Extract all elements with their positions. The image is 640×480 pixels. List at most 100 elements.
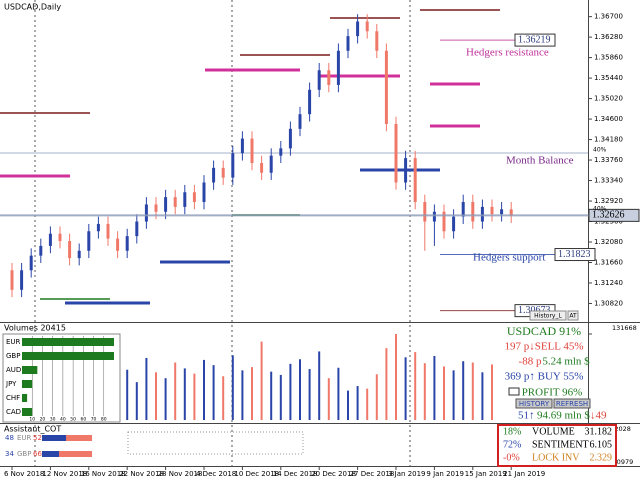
x-tick-label: 20 Dec 2018 [311, 470, 356, 478]
y-tick-label: 1.35440 [594, 74, 623, 82]
candle-body [154, 204, 158, 212]
history-button-label[interactable]: History_L [534, 313, 562, 320]
currency-label: JPY [5, 380, 17, 388]
volume-bar [423, 363, 426, 420]
candle-body [240, 138, 244, 154]
y-tick-label: 1.31240 [594, 279, 623, 287]
y-tick-label: 1.31660 [594, 258, 623, 266]
candle-body [250, 138, 254, 163]
volume-bar [395, 334, 397, 420]
volume-bar [193, 373, 196, 420]
candle-body [346, 36, 350, 51]
volume-bar [155, 372, 157, 420]
candle-body [365, 21, 369, 32]
level-box [588, 208, 640, 222]
stat-name: SENTIMENT [532, 439, 589, 450]
cot-long: 34 [5, 450, 14, 458]
history-button[interactable] [529, 310, 567, 321]
candle-body [144, 204, 148, 222]
y-tick-label: 1.32920 [594, 197, 623, 205]
x-tick-label: 22 Nov 2018 [119, 470, 164, 478]
strength-bar [22, 366, 38, 374]
cot-histogram-frame [127, 431, 304, 455]
refresh-button[interactable] [553, 398, 591, 409]
candle-body [202, 182, 206, 202]
level-name: Hedgers support [473, 252, 545, 264]
refresh-button-label[interactable]: REFRESH [556, 400, 588, 408]
monitor-icon [508, 387, 520, 396]
volume-bar [347, 390, 349, 420]
candle-body [336, 50, 340, 85]
candle-body [308, 89, 312, 115]
stat-value: 31.182 [585, 426, 613, 437]
at-button-label[interactable]: AT [569, 313, 577, 320]
x-tick-label: 30 [50, 417, 56, 423]
candle-body [77, 250, 81, 259]
level-label: 1.36219 [518, 34, 551, 45]
candle-body [509, 209, 513, 216]
sell-info: 197 p↓SELL 45% [504, 341, 583, 353]
candle-body [461, 202, 465, 217]
cot-axis-label: -14.0979 [604, 458, 633, 466]
y-tick-label: 1.33340 [594, 177, 623, 185]
candle-body [96, 223, 100, 232]
summary-volume: 94.69 mln $ [537, 410, 590, 422]
volume-bar [126, 369, 129, 420]
stat-percent: -0% [503, 452, 520, 463]
chart-title: USDCAD,Daily [4, 3, 61, 12]
volume-bar [433, 355, 436, 420]
candle-body [269, 155, 273, 173]
y-tick-label: 1.32080 [594, 238, 623, 246]
strength-bar [22, 408, 33, 416]
strength-bar [22, 380, 33, 388]
volume-bar [183, 368, 186, 420]
cot-name: EUR [17, 434, 32, 442]
volume-bar [337, 367, 340, 420]
x-tick-label: 20 [40, 417, 46, 423]
candle-body [183, 192, 187, 207]
x-tick-label: 50 [70, 417, 76, 423]
candle-body [423, 202, 427, 222]
loss-info: -88 p [519, 356, 542, 368]
volume-bar [481, 372, 484, 420]
candle-body [384, 50, 388, 124]
volume-bar [279, 374, 282, 420]
cot-short: 52 [33, 434, 42, 442]
candle-body [432, 211, 436, 222]
candle-body [394, 123, 398, 183]
y-tick-label: 1.34180 [594, 136, 623, 144]
stat-name: LOCK INV [532, 452, 580, 463]
x-tick-label: 10 Dec 2018 [234, 470, 279, 478]
summary-up: 51↑ [518, 410, 535, 422]
currency-label: CAD [6, 408, 21, 416]
volume-bar [385, 348, 388, 420]
level-box [514, 33, 556, 47]
x-tick-label: 12 Nov 2018 [42, 470, 87, 478]
annotation: 40% [593, 147, 607, 154]
volume-bar [491, 364, 493, 420]
volume-bar [145, 357, 148, 420]
symbol-strength: USDCAD 91% [507, 324, 581, 338]
history-button[interactable] [515, 398, 553, 409]
stat-value: 2.329 [590, 452, 613, 463]
at-button[interactable] [567, 310, 579, 321]
y-tick-label: 1.35860 [594, 54, 623, 62]
candle-body [288, 128, 292, 149]
candle-body [20, 270, 24, 290]
volume-bar [471, 362, 474, 420]
x-tick-label: 40 [60, 417, 66, 423]
x-tick-label: 28 Nov 2018 [158, 470, 203, 478]
volume-bar [241, 370, 244, 420]
strength-bar [22, 352, 114, 360]
candle-body [500, 209, 504, 215]
x-tick-label: 15 Jan 2019 [465, 470, 507, 478]
strength-bar [22, 394, 28, 402]
candle-body [356, 21, 360, 37]
history-button-label[interactable]: HISTORY [519, 400, 550, 408]
candle-body [279, 148, 283, 156]
candle-body [442, 211, 446, 232]
level-label: 1.30673 [518, 305, 551, 316]
volume-bar [164, 378, 167, 420]
cot-strength-panel [2, 333, 121, 423]
candle-body [327, 70, 331, 85]
